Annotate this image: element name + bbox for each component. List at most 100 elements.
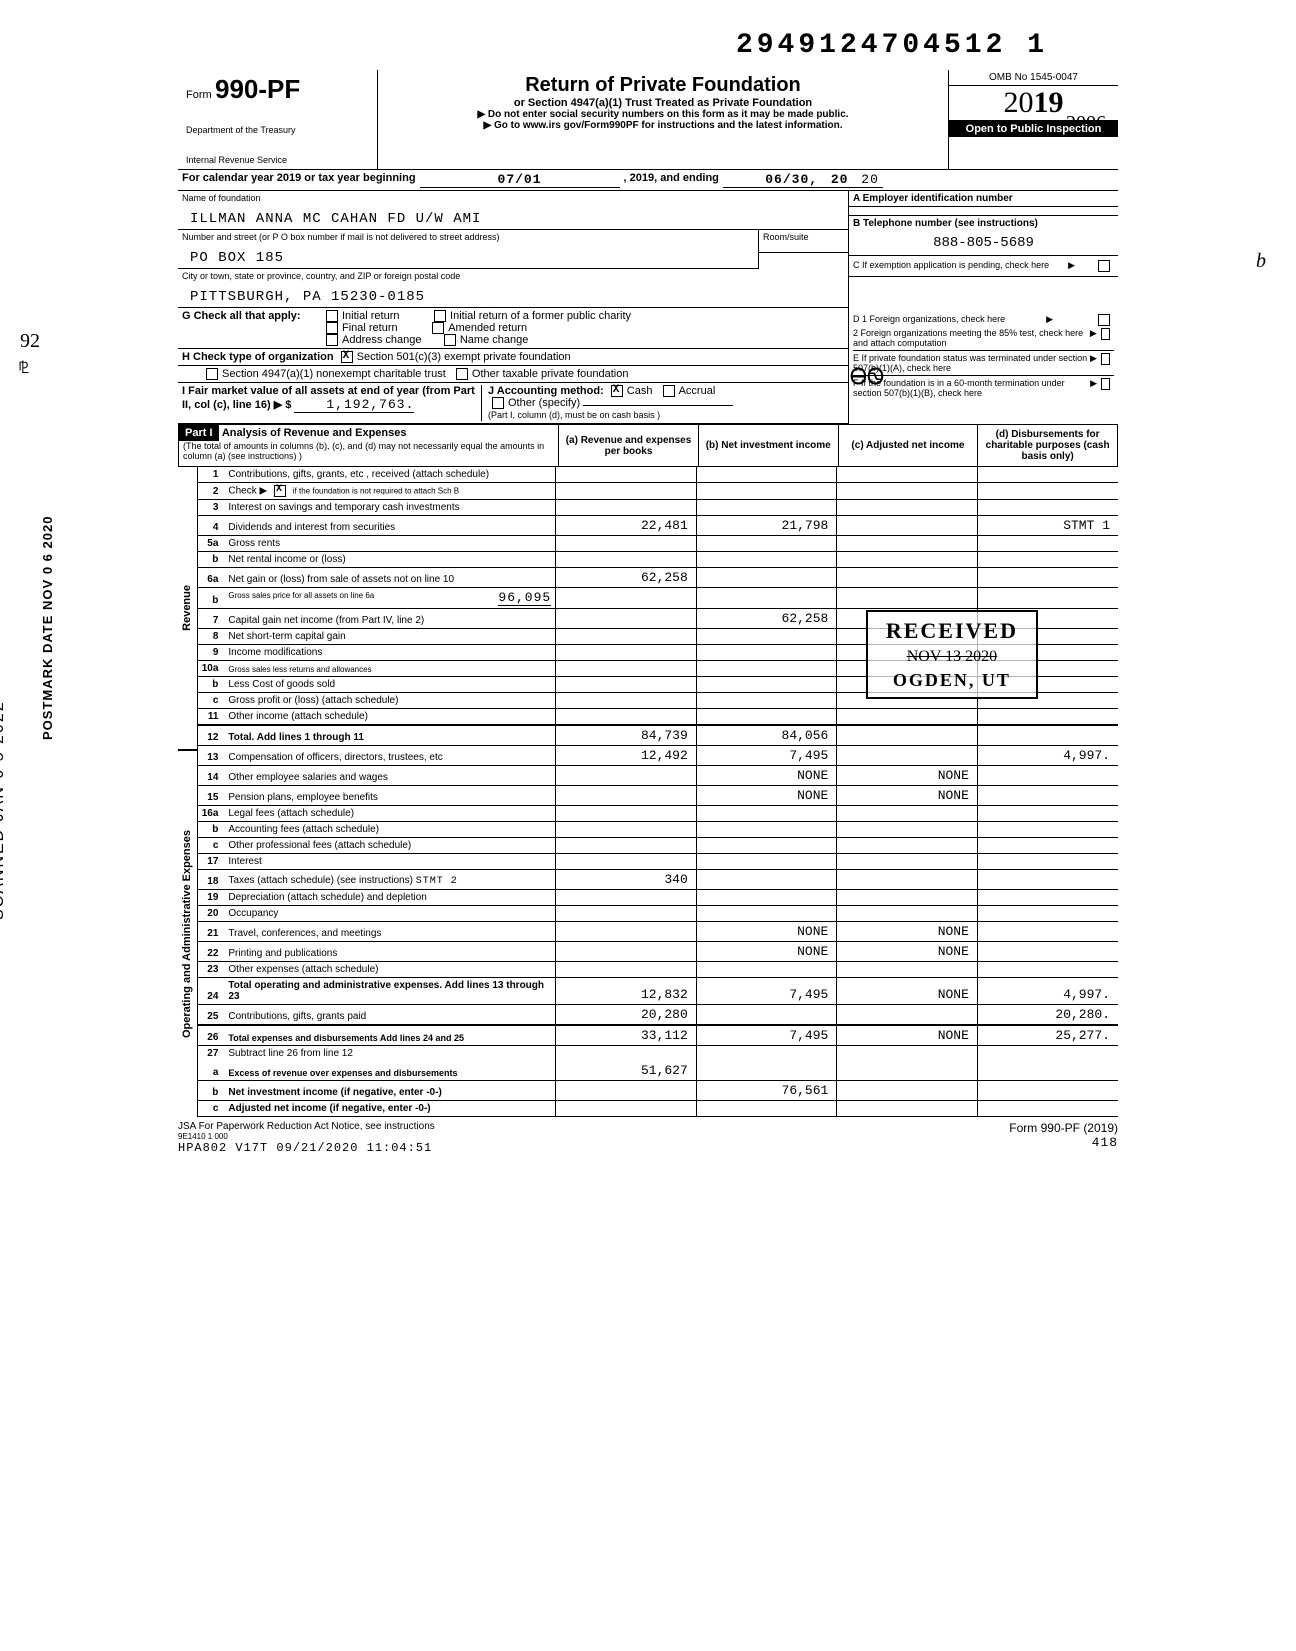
g-opt-4: Amended return [448, 322, 527, 334]
identity-block: Name of foundation ILLMAN ANNA MC CAHAN … [178, 191, 1118, 308]
page-num: 418 [1009, 1135, 1118, 1150]
period-end-date: 06/30, [765, 172, 818, 187]
table-row: 2Check ▶ if the foundation is not requir… [198, 483, 1118, 500]
line-27-desc: Subtract line 26 from line 12 [224, 1046, 555, 1062]
l4-b: 21,798 [696, 516, 837, 536]
g-opt-0: Initial return [342, 310, 399, 322]
g-amended[interactable] [432, 322, 444, 334]
gh-right: D 1 Foreign organizations, check here 2 … [848, 308, 1118, 424]
table-row: 19Depreciation (attach schedule) and dep… [198, 890, 1118, 906]
l22-c: NONE [837, 942, 978, 962]
line-15-desc: Pension plans, employee benefits [224, 786, 555, 806]
line-13-desc: Compensation of officers, directors, tru… [224, 746, 555, 766]
j-cash-checkbox[interactable] [611, 385, 623, 397]
period-end: 06/30, 20 20 [723, 172, 883, 188]
exemption-pending: C If exemption application is pending, c… [849, 256, 1118, 277]
form-code: 9E1410 1 000 [178, 1132, 435, 1141]
l21-b: NONE [696, 922, 837, 942]
cal-label: For calendar year 2019 or tax year begin… [182, 172, 416, 188]
paperwork-notice: JSA For Paperwork Reduction Act Notice, … [178, 1121, 435, 1132]
schb-checkbox[interactable] [274, 485, 286, 497]
l13-d: 4,997. [977, 746, 1118, 766]
h-501c3-checkbox[interactable] [341, 351, 353, 363]
g-final-return[interactable] [326, 322, 338, 334]
h-other-checkbox[interactable] [456, 368, 468, 380]
d2-label: 2 Foreign organizations meeting the 85% … [853, 328, 1090, 348]
document-locator-number: 2949124704512 1 [736, 30, 1048, 61]
f-label: F If the foundation is in a 60-month ter… [853, 378, 1090, 398]
dept-treasury: Department of the Treasury [186, 125, 369, 135]
line-20-desc: Occupancy [224, 906, 555, 922]
year-suffix: 19 [1034, 86, 1064, 119]
table-row: 27Subtract line 26 from line 12 [198, 1046, 1118, 1062]
g-address-change[interactable] [326, 334, 338, 346]
j-accrual-checkbox[interactable] [663, 385, 675, 397]
l14-c: NONE [837, 766, 978, 786]
arrow-icon [1090, 378, 1097, 398]
d2-checkbox[interactable] [1101, 328, 1110, 340]
stamp-date: NOV 13 2020 [886, 648, 1018, 666]
l18-stmt: STMT 2 [416, 876, 458, 887]
j-other-checkbox[interactable] [492, 397, 504, 409]
section-gh: G Check all that apply: Initial return I… [178, 308, 1118, 424]
line-11-desc: Other income (attach schedule) [224, 709, 555, 726]
line-3-desc: Interest on savings and temporary cash i… [224, 500, 555, 516]
line-8-desc: Net short-term capital gain [224, 629, 555, 645]
line-7-desc: Capital gain net income (from Part IV, l… [224, 609, 555, 629]
omb-number: OMB No 1545-0047 [949, 70, 1118, 86]
instruction-1: ▶ Do not enter social security numbers o… [382, 109, 944, 120]
h-opt3: Other taxable private foundation [472, 368, 629, 380]
revenue-section-label: Revenue [181, 585, 193, 631]
f-checkbox[interactable] [1101, 378, 1110, 390]
instruction-2: ▶ Go to www.irs gov/Form990PF for instru… [382, 120, 944, 131]
table-row: 4Dividends and interest from securities2… [198, 516, 1118, 536]
ein-value [849, 207, 1118, 216]
table-row: 14Other employee salaries and wagesNONEN… [198, 766, 1118, 786]
l13-a: 12,492 [556, 746, 697, 766]
stamp-received: RECEIVED [886, 618, 1018, 644]
title-box: Return of Private Foundation or Section … [378, 70, 948, 169]
identity-left: Name of foundation ILLMAN ANNA MC CAHAN … [178, 191, 848, 308]
part1-title: Analysis of Revenue and Expenses [222, 427, 407, 439]
l7-b: 62,258 [696, 609, 837, 629]
g-opt-5: Name change [460, 334, 529, 346]
c-label: C If exemption application is pending, c… [853, 260, 1049, 272]
l15-b: NONE [696, 786, 837, 806]
table-row: 26Total expenses and disbursements Add l… [198, 1025, 1118, 1046]
d1-checkbox[interactable] [1098, 314, 1110, 326]
l27a-a: 51,627 [556, 1061, 697, 1081]
line-16b-desc: Accounting fees (attach schedule) [224, 822, 555, 838]
ij-row: I Fair market value of all assets at end… [178, 383, 848, 424]
line-10b-desc: Less Cost of goods sold [224, 677, 555, 693]
g-name-change[interactable] [444, 334, 456, 346]
main-title: Return of Private Foundation [382, 74, 944, 97]
g-opt-2: Address change [342, 334, 422, 346]
h-label: H Check type of organization [182, 351, 334, 363]
table-row: 18Taxes (attach schedule) (see instructi… [198, 870, 1118, 890]
l14-b: NONE [696, 766, 837, 786]
table-row: 24Total operating and administrative exp… [198, 978, 1118, 1005]
part1-header: Part I Analysis of Revenue and Expenses … [178, 424, 1118, 467]
handwritten-92: 92 [20, 330, 40, 353]
line-27c-desc: Adjusted net income (if negative, enter … [228, 1103, 430, 1114]
handwritten-initials: ᎾᏫ [850, 364, 884, 390]
e-label: E If private foundation status was termi… [853, 353, 1090, 373]
c-checkbox[interactable] [1098, 260, 1110, 272]
form-id-box: Form 990-PF Department of the Treasury I… [178, 70, 378, 169]
sub-title: or Section 4947(a)(1) Trust Treated as P… [382, 97, 944, 109]
g-initial-return[interactable] [326, 310, 338, 322]
postmark-date-label: POSTMARK DATE NOV 0 6 2020 [40, 516, 55, 740]
e-checkbox[interactable] [1101, 353, 1110, 365]
h-row-2: Section 4947(a)(1) nonexempt charitable … [178, 366, 848, 383]
part1-desc: (The total of amounts in columns (b), (c… [179, 439, 558, 463]
h-4947-checkbox[interactable] [206, 368, 218, 380]
form-page: 2949124704512 1 Form 990-PF Department o… [168, 20, 1128, 1165]
table-row: 1Contributions, gifts, grants, etc , rec… [198, 467, 1118, 483]
line-27a-desc: Excess of revenue over expenses and disb… [224, 1061, 555, 1081]
l25-a: 20,280 [556, 1005, 697, 1026]
arrow-icon [1090, 328, 1097, 348]
g-initial-former[interactable] [434, 310, 446, 322]
l24-c: NONE [837, 978, 978, 1005]
period-begin: 07/01 [420, 172, 620, 188]
line-4-desc: Dividends and interest from securities [224, 516, 555, 536]
